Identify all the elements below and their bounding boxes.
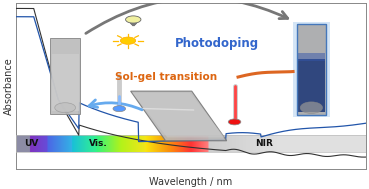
Text: NIR: NIR: [255, 139, 273, 148]
Circle shape: [113, 106, 125, 112]
Ellipse shape: [300, 102, 323, 113]
FancyArrowPatch shape: [89, 100, 142, 110]
Bar: [297, 53, 325, 61]
Bar: [50, 38, 80, 114]
Text: UV: UV: [24, 139, 38, 148]
Text: Photodoping: Photodoping: [175, 37, 259, 50]
Circle shape: [228, 119, 241, 125]
FancyArrowPatch shape: [86, 0, 288, 33]
Bar: [293, 22, 330, 117]
Text: Vis.: Vis.: [89, 139, 108, 148]
Bar: [297, 59, 325, 112]
Bar: [52, 54, 79, 111]
Bar: [297, 24, 326, 115]
Circle shape: [125, 16, 141, 23]
Bar: [297, 24, 326, 115]
Polygon shape: [132, 93, 225, 137]
Polygon shape: [131, 91, 227, 141]
Y-axis label: Absorbance: Absorbance: [3, 57, 14, 115]
Ellipse shape: [55, 103, 76, 113]
Circle shape: [120, 37, 136, 44]
Text: Sol-gel transition: Sol-gel transition: [115, 72, 217, 82]
Bar: [16, 135, 366, 152]
Text: Wavelength / nm: Wavelength / nm: [149, 177, 232, 187]
